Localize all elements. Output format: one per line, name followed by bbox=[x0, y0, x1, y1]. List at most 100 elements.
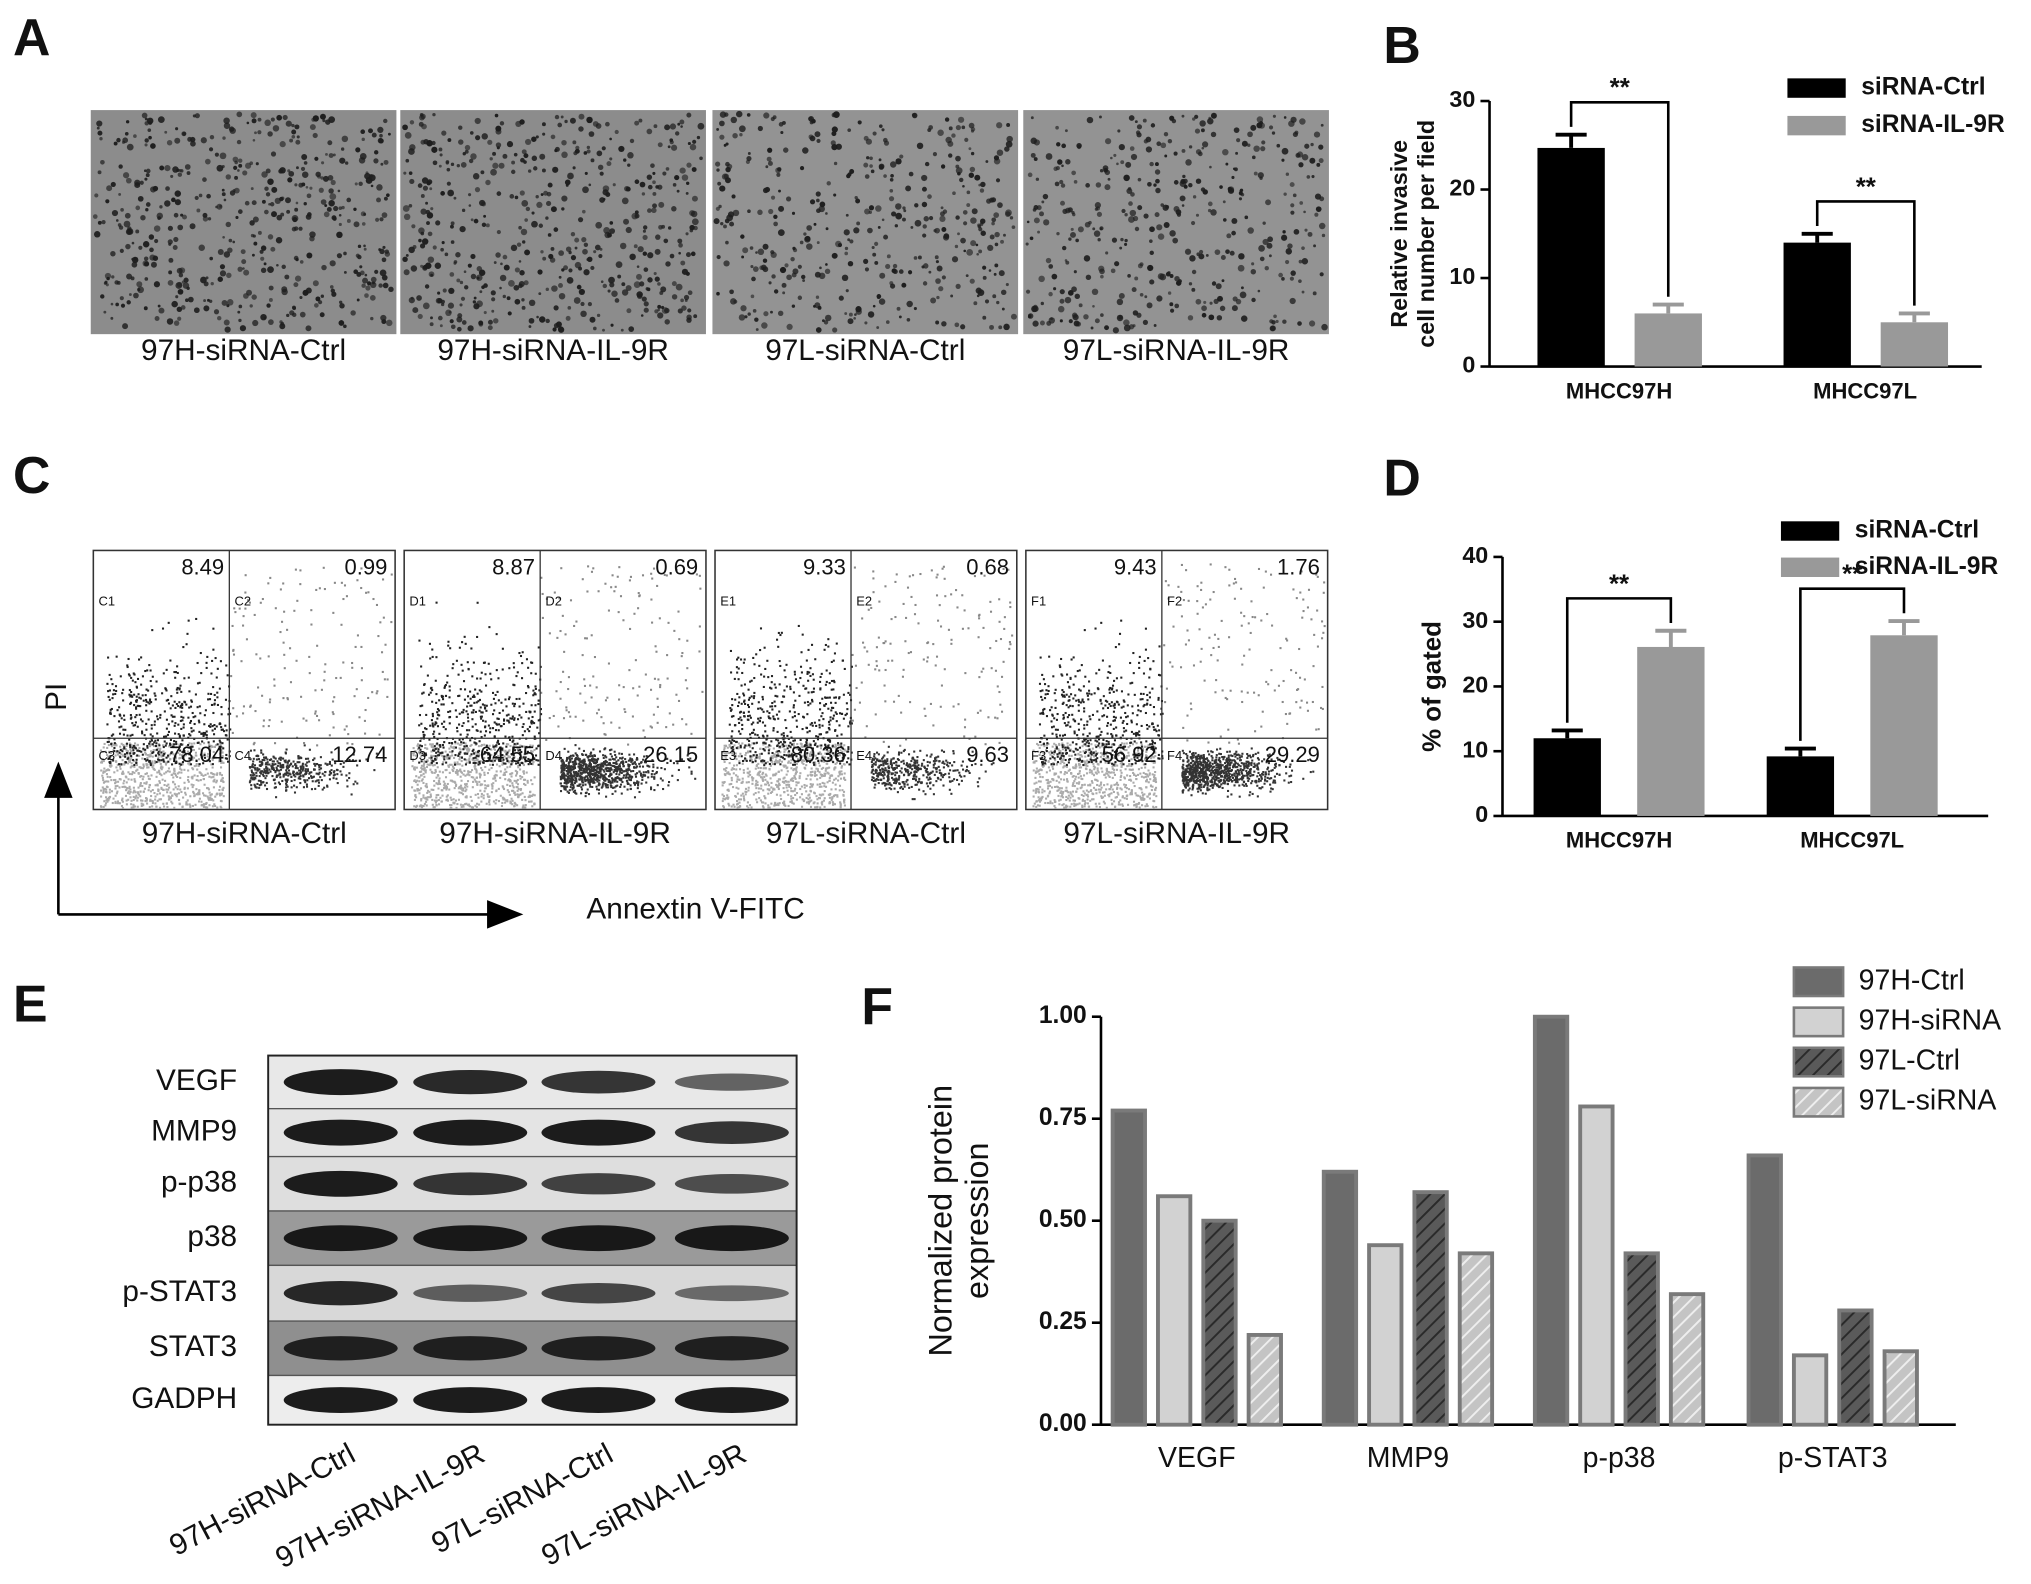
event bbox=[154, 784, 157, 787]
event bbox=[342, 765, 345, 768]
cell bbox=[1100, 313, 1104, 317]
cell bbox=[276, 263, 279, 267]
cell bbox=[331, 291, 337, 297]
event bbox=[141, 778, 144, 781]
cell bbox=[1038, 275, 1045, 283]
cell bbox=[936, 265, 943, 272]
cell bbox=[778, 189, 781, 193]
cell bbox=[527, 169, 532, 173]
event bbox=[157, 750, 160, 753]
event bbox=[179, 719, 182, 722]
event bbox=[531, 720, 534, 723]
cell bbox=[643, 267, 649, 272]
cell bbox=[784, 263, 789, 268]
cell bbox=[980, 230, 986, 236]
event bbox=[191, 777, 194, 780]
event bbox=[279, 776, 282, 779]
event bbox=[130, 778, 133, 781]
event bbox=[149, 679, 152, 683]
cell bbox=[1285, 172, 1290, 176]
cell bbox=[1061, 245, 1067, 251]
event bbox=[446, 757, 449, 760]
event bbox=[494, 802, 497, 805]
event bbox=[195, 764, 198, 767]
cell bbox=[910, 226, 914, 229]
event bbox=[528, 725, 531, 728]
cell bbox=[422, 265, 428, 271]
event bbox=[534, 754, 538, 757]
event bbox=[203, 723, 206, 726]
event bbox=[123, 747, 126, 750]
event bbox=[124, 761, 128, 764]
event bbox=[120, 804, 123, 808]
event bbox=[168, 742, 172, 745]
event bbox=[185, 801, 188, 804]
cell bbox=[319, 113, 326, 120]
cell bbox=[541, 122, 546, 127]
event bbox=[178, 687, 181, 690]
cell bbox=[854, 313, 857, 316]
cell bbox=[864, 174, 870, 179]
event bbox=[323, 679, 326, 682]
event bbox=[148, 805, 151, 809]
event bbox=[475, 771, 478, 774]
event bbox=[472, 780, 475, 783]
event bbox=[112, 733, 115, 736]
event bbox=[305, 783, 308, 786]
cell bbox=[921, 201, 928, 208]
cell bbox=[1146, 302, 1153, 309]
cell bbox=[961, 125, 966, 130]
event bbox=[157, 756, 160, 759]
event bbox=[187, 676, 190, 679]
cell bbox=[447, 138, 452, 142]
cell bbox=[844, 312, 848, 315]
cell bbox=[1099, 227, 1103, 231]
event bbox=[112, 797, 115, 800]
cell bbox=[906, 317, 911, 322]
event bbox=[345, 725, 348, 728]
cell bbox=[217, 316, 222, 321]
cell bbox=[845, 213, 849, 217]
cell bbox=[461, 320, 467, 325]
event bbox=[285, 783, 288, 787]
cell bbox=[653, 124, 658, 129]
cell bbox=[903, 209, 907, 213]
event bbox=[333, 773, 336, 776]
cell bbox=[823, 320, 829, 325]
event bbox=[118, 786, 121, 789]
cell bbox=[409, 120, 415, 125]
cell bbox=[831, 131, 837, 137]
cell bbox=[279, 320, 283, 324]
cell bbox=[158, 307, 165, 314]
cell bbox=[968, 122, 975, 129]
cell bbox=[507, 311, 512, 316]
cell bbox=[1200, 128, 1205, 133]
event bbox=[454, 742, 457, 745]
event bbox=[458, 747, 461, 750]
cell bbox=[1290, 203, 1295, 208]
event bbox=[273, 786, 276, 789]
event bbox=[146, 756, 149, 759]
event bbox=[479, 706, 482, 709]
event bbox=[139, 783, 142, 786]
cell bbox=[269, 202, 275, 207]
event bbox=[537, 744, 540, 747]
event bbox=[202, 732, 205, 736]
event bbox=[118, 713, 121, 716]
event bbox=[511, 717, 514, 720]
cell bbox=[326, 206, 332, 212]
cell bbox=[570, 231, 576, 237]
event bbox=[466, 780, 470, 783]
cell bbox=[339, 303, 345, 309]
event bbox=[100, 761, 104, 764]
event bbox=[485, 709, 488, 712]
cell bbox=[519, 270, 525, 276]
cell bbox=[1167, 271, 1171, 275]
cell bbox=[94, 193, 99, 198]
cell bbox=[96, 126, 100, 130]
event bbox=[509, 760, 512, 763]
panel-label: C bbox=[13, 446, 50, 504]
cell bbox=[855, 198, 861, 204]
cell bbox=[550, 134, 556, 140]
cell bbox=[295, 139, 301, 145]
